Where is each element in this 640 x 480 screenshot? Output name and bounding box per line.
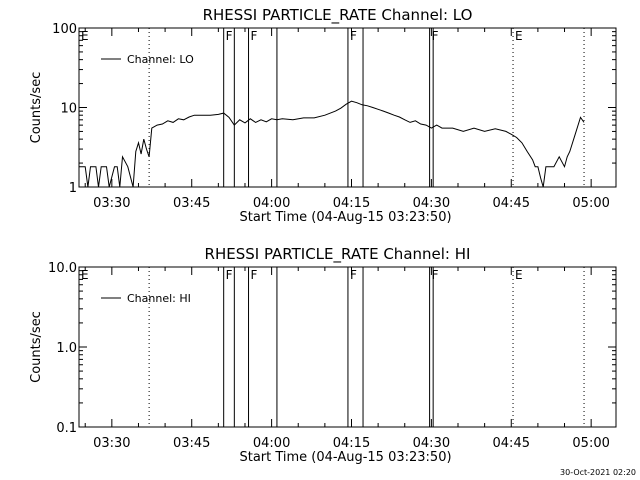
generation-timestamp: 30-Oct-2021 02:20 (560, 468, 636, 477)
chart-2-x-ticks: 03:30 03:45 04:00 04:15 04:30 04:45 05:00 (84, 267, 610, 451)
chart-2-legend: Channel: HI (101, 292, 191, 305)
chart-1-x-tick-label: 04:45 (493, 196, 530, 211)
chart-1-legend: Channel: LO (101, 53, 194, 66)
chart-2-event-marker-label: F (432, 268, 439, 282)
chart-2-x-tick-label: 03:30 (93, 436, 130, 451)
chart-2-event-marker-label: F (350, 268, 357, 282)
chart-1-x-tick-label: 04:00 (253, 196, 290, 211)
chart-1-x-axis-label: Start Time (04-Aug-15 03:23:50) (239, 210, 451, 225)
chart-2-event-marker-label: E (81, 268, 89, 282)
chart-1-x-tick-label: 05:00 (572, 196, 609, 211)
chart-1-event-marker-label: E (515, 29, 523, 43)
chart-2-event-marker-label: E (515, 268, 523, 282)
chart-2-x-tick-label: 04:45 (493, 436, 530, 451)
chart-2-y-tick-label: 1.0 (56, 341, 77, 356)
chart-1-y-tick-label: 10 (60, 102, 77, 117)
chart-1-x-tick-label: 03:30 (93, 196, 130, 211)
chart-2-x-tick-label: 03:45 (173, 436, 210, 451)
chart-2-event-marker-label: F (251, 268, 258, 282)
chart-1-event-marker-label: E (81, 29, 89, 43)
chart-2-x-axis-label: Start Time (04-Aug-15 03:23:50) (239, 450, 451, 465)
chart-2-x-tick-label: 04:00 (253, 436, 290, 451)
chart-2-legend-entry: Channel: HI (127, 292, 191, 305)
chart-1-y-tick-label: 100 (52, 22, 77, 37)
chart-2-y-axis-label: Counts/sec (29, 311, 44, 383)
chart-2-y-ticks: 0.1 1.0 10.0 (48, 261, 616, 436)
chart-2-panel: RHESSI PARTICLE_RATE Channel: HI Start Ti… (29, 245, 617, 465)
chart-2-event-marker-label: F (226, 268, 233, 282)
chart-2-x-tick-label: 04:15 (333, 436, 370, 451)
chart-1-y-axis-label: Counts/sec (29, 72, 44, 144)
chart-1-y-tick-label: 1 (69, 181, 77, 196)
chart-1-x-tick-label: 04:30 (413, 196, 450, 211)
chart-1-event-marker-label: F (432, 29, 439, 43)
chart-1-legend-entry: Channel: LO (127, 53, 194, 66)
chart-1-x-ticks: 03:30 03:45 04:00 04:15 04:30 04:45 05:00 (84, 28, 610, 211)
chart-1-y-ticks: 1 10 100 (52, 22, 616, 196)
chart-2-y-tick-label: 0.1 (56, 421, 77, 436)
chart-1-series-line-1 (79, 100, 585, 188)
chart-2-y-tick-label: 10.0 (48, 261, 77, 276)
chart-1-x-tick-label: 03:45 (173, 196, 210, 211)
chart-1-event-marker-label: F (251, 29, 258, 43)
chart-2-x-tick-label: 04:30 (413, 436, 450, 451)
chart-1-title: RHESSI PARTICLE_RATE Channel: LO (203, 6, 473, 25)
chart-1-event-marker-label: F (350, 29, 357, 43)
chart-2-x-tick-label: 05:00 (572, 436, 609, 451)
chart-2-title: RHESSI PARTICLE_RATE Channel: HI (205, 245, 471, 264)
chart-1-event-marker-label: F (226, 29, 233, 43)
chart-1-panel: RHESSI PARTICLE_RATE Channel: LO Start Ti… (29, 6, 617, 225)
chart-1-x-tick-label: 04:15 (333, 196, 370, 211)
